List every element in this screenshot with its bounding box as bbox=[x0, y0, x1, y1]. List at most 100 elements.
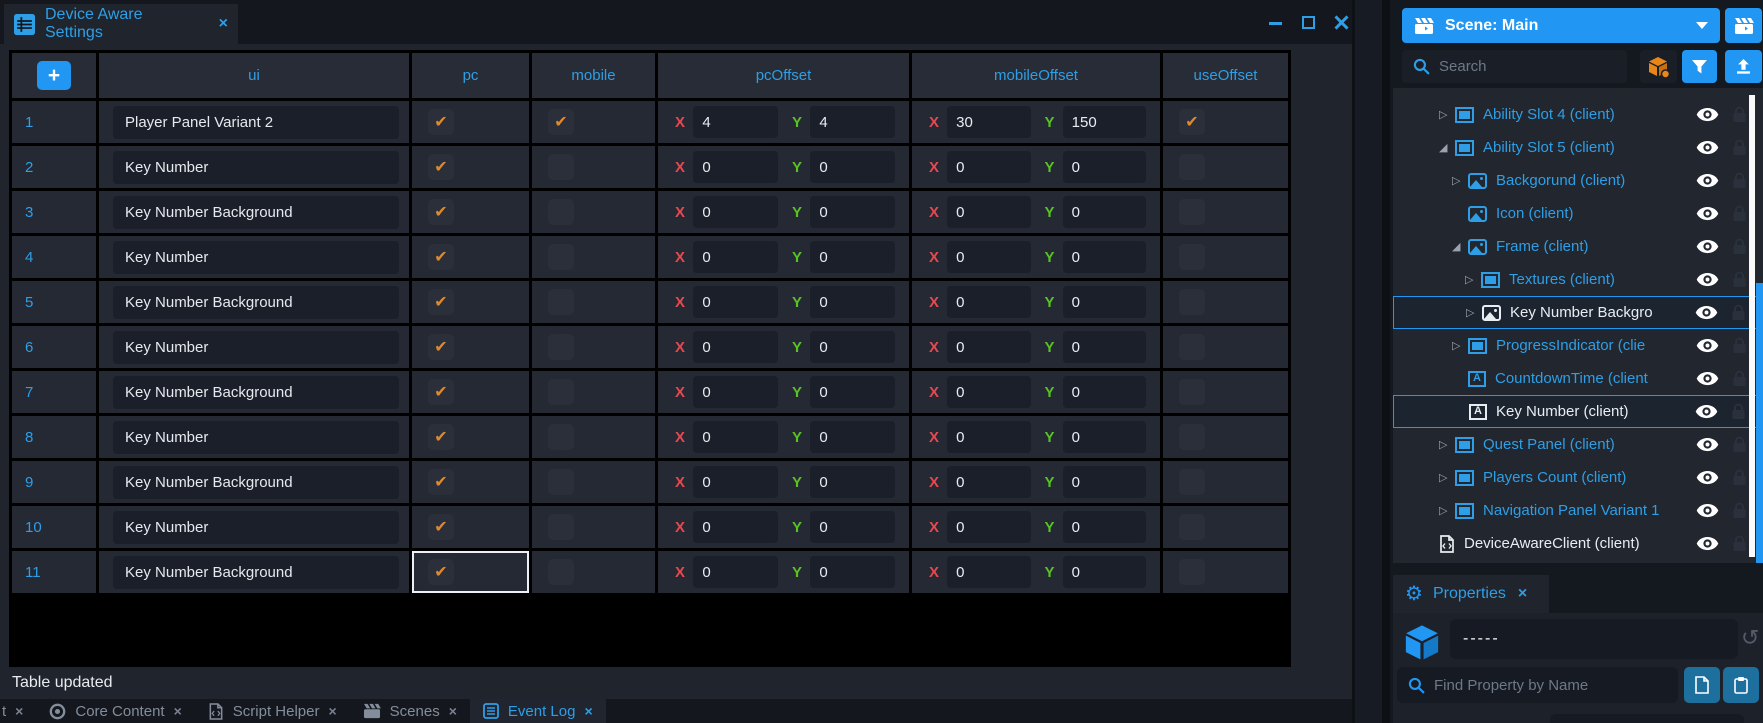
upload-button[interactable] bbox=[1725, 50, 1762, 83]
mobile-offset-x-field[interactable]: 0 bbox=[947, 151, 1031, 183]
use-offset-checkbox[interactable] bbox=[1179, 289, 1205, 315]
mobile-offset-y-field[interactable]: 0 bbox=[1062, 286, 1146, 318]
mobile-offset-x-field[interactable]: 0 bbox=[947, 511, 1031, 543]
bottom-tab-scenes[interactable]: Scenes × bbox=[350, 699, 470, 723]
use-offset-checkbox[interactable] bbox=[1179, 154, 1205, 180]
mobile-checkbox[interactable] bbox=[548, 379, 574, 405]
eye-icon[interactable] bbox=[1696, 206, 1719, 221]
mobile-checkbox[interactable] bbox=[548, 424, 574, 450]
lock-icon[interactable] bbox=[1732, 502, 1747, 519]
eye-icon[interactable] bbox=[1696, 371, 1719, 386]
pc-offset-x-field[interactable]: 0 bbox=[693, 376, 778, 408]
pc-offset-y-field[interactable]: 0 bbox=[810, 556, 895, 588]
expander-collapsed-icon[interactable]: ▷ bbox=[1439, 109, 1448, 121]
eye-icon[interactable] bbox=[1696, 338, 1719, 353]
mobile-offset-y-field[interactable]: 150 bbox=[1062, 106, 1146, 138]
eye-icon[interactable] bbox=[1696, 239, 1719, 254]
expander-collapsed-icon[interactable]: ▷ bbox=[1465, 274, 1474, 286]
pc-checkbox[interactable]: ✔ bbox=[428, 469, 454, 495]
mobile-offset-y-field[interactable]: 0 bbox=[1062, 196, 1146, 228]
close-window-icon[interactable] bbox=[1334, 15, 1349, 30]
pc-offset-x-field[interactable]: 0 bbox=[693, 421, 778, 453]
tree-item[interactable]: ▷ Ability Slot 4 (client) bbox=[1393, 98, 1763, 131]
ui-field[interactable]: Key Number Background bbox=[113, 555, 399, 589]
mobile-offset-x-field[interactable]: 0 bbox=[947, 466, 1031, 498]
pc-offset-y-field[interactable]: 0 bbox=[810, 286, 895, 318]
lock-icon[interactable] bbox=[1732, 436, 1747, 453]
pc-offset-y-field[interactable]: 0 bbox=[810, 196, 895, 228]
mobile-offset-x-field[interactable]: 0 bbox=[947, 241, 1031, 273]
use-offset-checkbox[interactable] bbox=[1179, 559, 1205, 585]
pc-offset-y-field[interactable]: 0 bbox=[810, 241, 895, 273]
pc-offset-x-field[interactable]: 0 bbox=[693, 151, 778, 183]
expander-expanded-icon[interactable]: ◢ bbox=[1439, 142, 1448, 154]
mobile-offset-x-field[interactable]: 0 bbox=[947, 196, 1031, 228]
tree-item[interactable]: ▷ Navigation Panel Variant 1 bbox=[1393, 494, 1763, 527]
use-offset-checkbox[interactable]: ✔ bbox=[1179, 109, 1205, 135]
tab-device-aware-settings[interactable]: Device Aware Settings × bbox=[4, 4, 238, 44]
mobile-checkbox[interactable] bbox=[548, 334, 574, 360]
mobile-offset-y-field[interactable]: 0 bbox=[1062, 556, 1146, 588]
close-icon[interactable]: × bbox=[218, 15, 228, 32]
ui-field[interactable]: Key Number bbox=[113, 240, 399, 274]
ui-field[interactable]: Key Number bbox=[113, 330, 399, 364]
eye-icon[interactable] bbox=[1696, 107, 1719, 122]
close-icon[interactable]: × bbox=[173, 703, 182, 719]
use-offset-checkbox[interactable] bbox=[1179, 379, 1205, 405]
tree-item[interactable]: Icon (client) bbox=[1393, 197, 1763, 230]
mobile-checkbox[interactable] bbox=[548, 514, 574, 540]
panel-divider[interactable] bbox=[1352, 0, 1390, 723]
tree-item[interactable]: ▷ Key Number Backgro bbox=[1393, 296, 1763, 329]
mobile-checkbox[interactable] bbox=[548, 154, 574, 180]
mobile-checkbox[interactable] bbox=[548, 559, 574, 585]
pc-offset-y-field[interactable]: 0 bbox=[810, 331, 895, 363]
eye-icon[interactable] bbox=[1695, 305, 1718, 320]
eye-icon[interactable] bbox=[1696, 272, 1719, 287]
pc-checkbox[interactable]: ✔ bbox=[428, 334, 454, 360]
add-row-button[interactable]: + bbox=[37, 61, 71, 90]
tree-item[interactable]: A CountdownTime (client bbox=[1393, 362, 1763, 395]
hierarchy-search[interactable] bbox=[1402, 50, 1627, 83]
close-icon[interactable]: × bbox=[328, 703, 337, 719]
pc-offset-x-field[interactable]: 0 bbox=[693, 286, 778, 318]
ui-field[interactable]: Key Number bbox=[113, 420, 399, 454]
tab-properties[interactable]: ⚙ Properties × bbox=[1393, 575, 1549, 613]
expander-collapsed-icon[interactable]: ▷ bbox=[1439, 505, 1448, 517]
lock-icon[interactable] bbox=[1732, 370, 1747, 387]
expander-expanded-icon[interactable]: ◢ bbox=[1452, 241, 1461, 253]
pc-checkbox[interactable]: ✔ bbox=[428, 424, 454, 450]
ui-field[interactable]: Key Number Background bbox=[113, 285, 399, 319]
object-name-field[interactable] bbox=[1450, 619, 1738, 659]
ui-field[interactable]: Key Number Background bbox=[113, 195, 399, 229]
mobile-checkbox[interactable] bbox=[548, 289, 574, 315]
pc-checkbox[interactable]: ✔ bbox=[428, 559, 454, 585]
minimize-icon[interactable] bbox=[1268, 15, 1283, 30]
pc-checkbox[interactable]: ✔ bbox=[428, 289, 454, 315]
mobile-offset-x-field[interactable]: 0 bbox=[947, 421, 1031, 453]
pc-offset-y-field[interactable]: 0 bbox=[810, 376, 895, 408]
paste-properties-button[interactable] bbox=[1723, 667, 1759, 703]
pc-offset-x-field[interactable]: 4 bbox=[693, 106, 778, 138]
expander-collapsed-icon[interactable]: ▷ bbox=[1452, 175, 1461, 187]
mobile-offset-y-field[interactable]: 0 bbox=[1062, 511, 1146, 543]
pc-offset-y-field[interactable]: 0 bbox=[810, 421, 895, 453]
lock-icon[interactable] bbox=[1732, 271, 1747, 288]
use-offset-checkbox[interactable] bbox=[1179, 424, 1205, 450]
lock-icon[interactable] bbox=[1732, 205, 1747, 222]
mobile-offset-x-field[interactable]: 0 bbox=[947, 331, 1031, 363]
bottom-tab-event-log[interactable]: Event Log × bbox=[469, 699, 606, 723]
use-offset-checkbox[interactable] bbox=[1179, 514, 1205, 540]
tree-item[interactable]: ▷ ProgressIndicator (clie bbox=[1393, 329, 1763, 362]
expander-collapsed-icon[interactable]: ▷ bbox=[1439, 472, 1448, 484]
pc-offset-x-field[interactable]: 0 bbox=[693, 241, 778, 273]
tree-item[interactable]: DeviceAwareClient (client) bbox=[1393, 527, 1763, 560]
lock-icon[interactable] bbox=[1732, 535, 1747, 552]
mobile-offset-y-field[interactable]: 0 bbox=[1062, 376, 1146, 408]
reset-icon[interactable]: ↺ bbox=[1741, 625, 1760, 650]
use-offset-checkbox[interactable] bbox=[1179, 244, 1205, 270]
eye-icon[interactable] bbox=[1696, 140, 1719, 155]
mobile-checkbox[interactable] bbox=[548, 469, 574, 495]
ui-field[interactable]: Key Number bbox=[113, 150, 399, 184]
mobile-offset-x-field[interactable]: 0 bbox=[947, 376, 1031, 408]
mobile-offset-y-field[interactable]: 0 bbox=[1062, 151, 1146, 183]
